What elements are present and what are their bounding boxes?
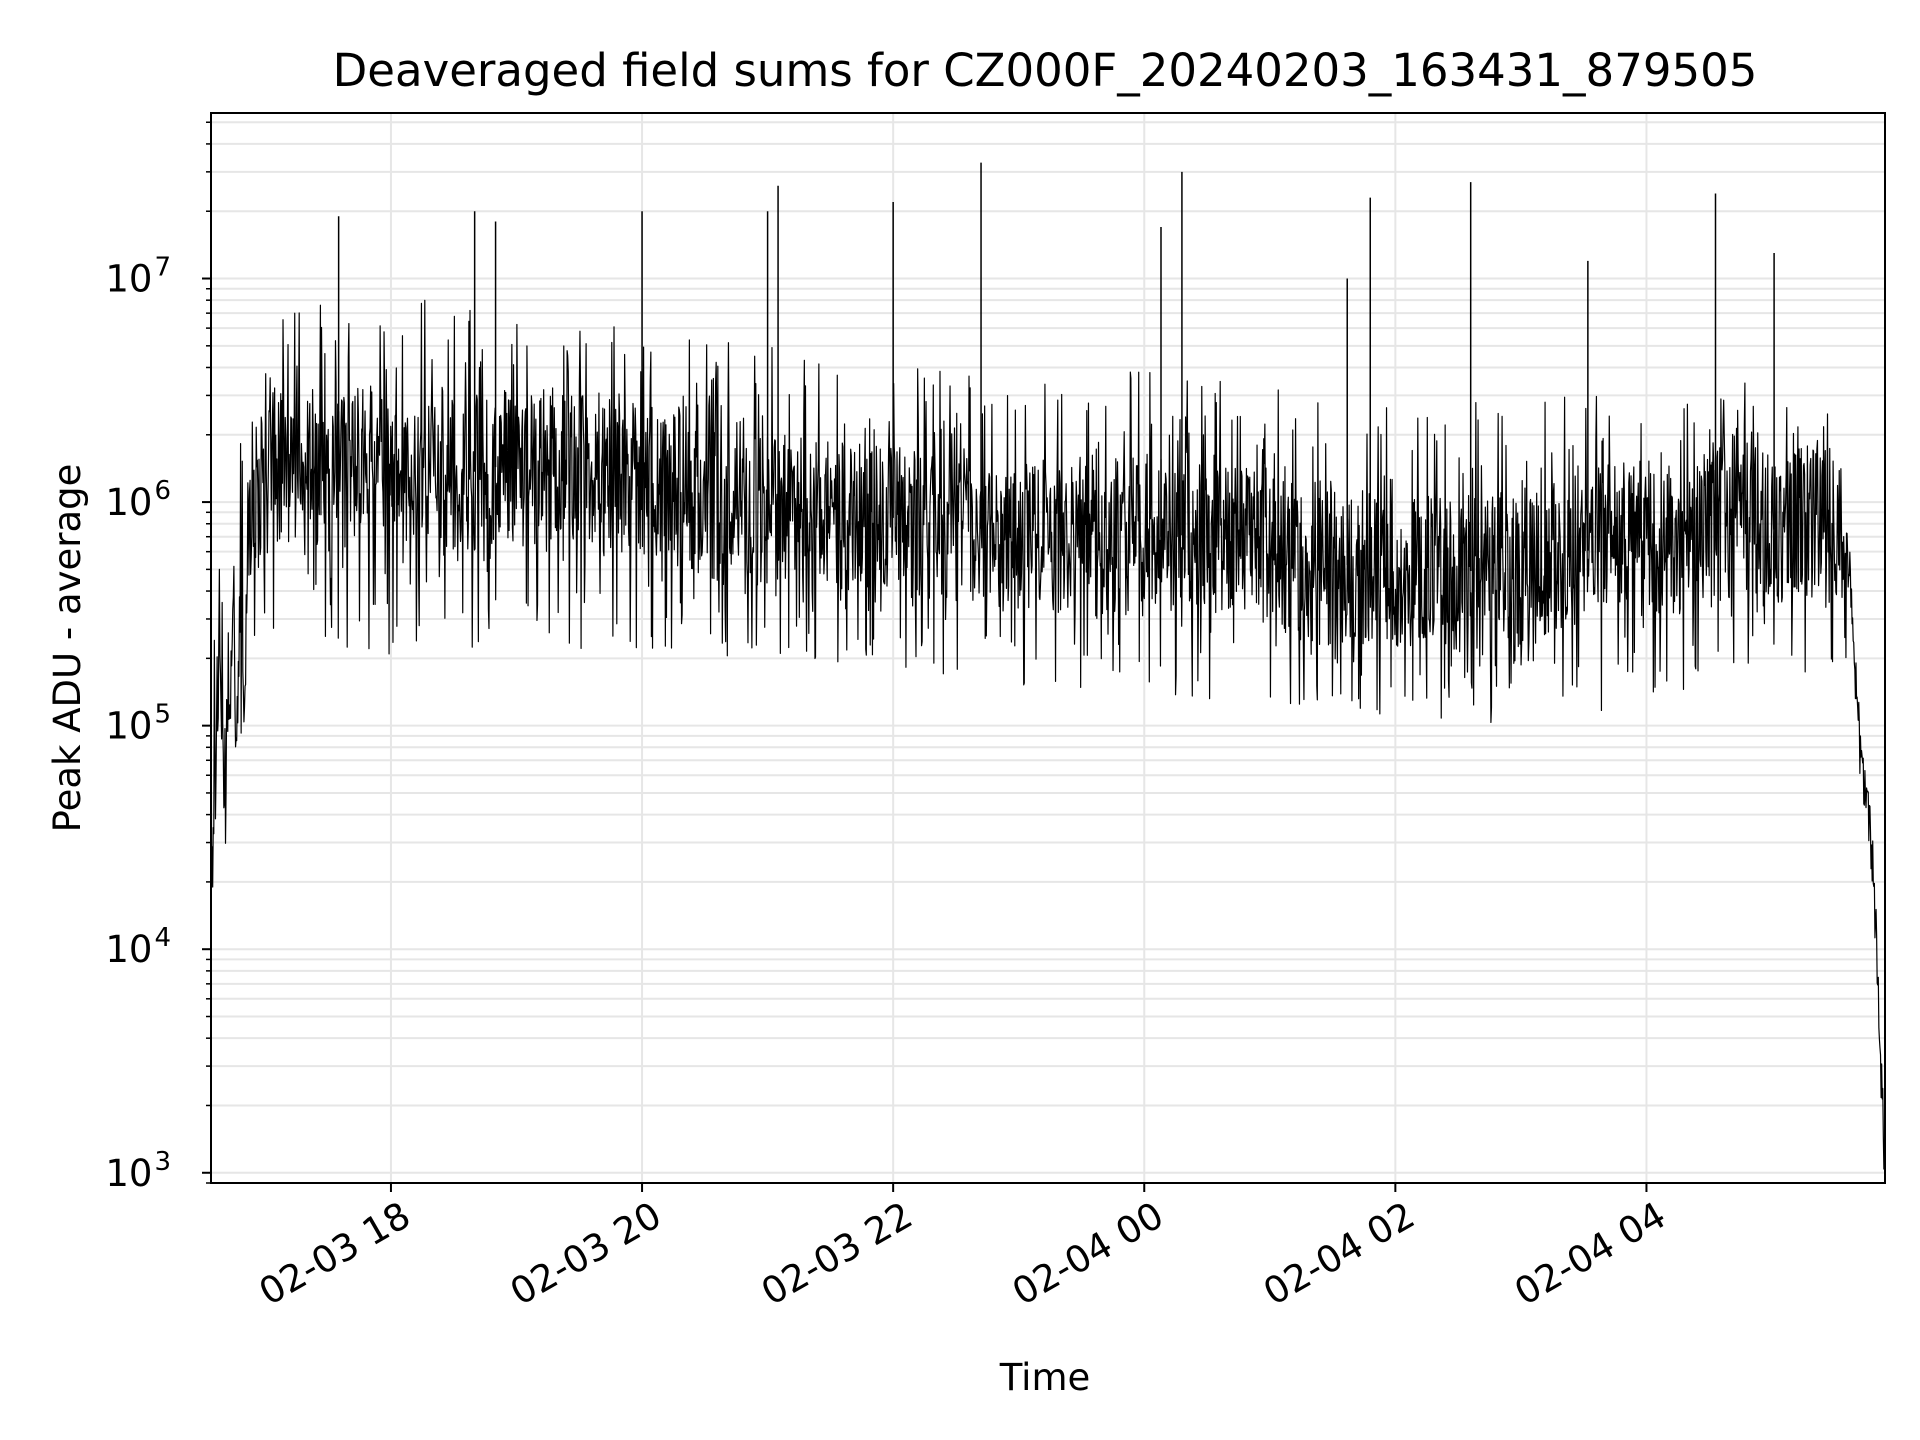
y-tick-exponent: 7 [154,253,171,283]
y-axis-label: Peak ADU - average [46,464,89,833]
x-axis-label: Time [999,1356,1091,1399]
y-tick-exponent: 5 [154,700,171,730]
y-tick-exponent: 6 [154,476,171,506]
y-tick-exponent: 3 [154,1147,171,1177]
series-layer [210,162,1886,1170]
series-line [210,299,1886,1170]
chart-title: Deaveraged field sums for CZ000F_2024020… [333,44,1758,97]
y-tick-exponent: 4 [154,923,171,953]
y-tick-label: 106 [105,476,171,524]
plot-frame [210,112,1886,1184]
